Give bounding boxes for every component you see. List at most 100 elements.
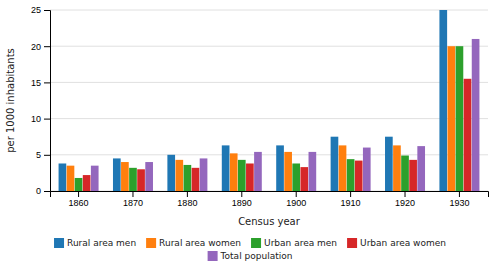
x-axis: 1860 1870 1880 1890 1900 1910 1920 1930 xyxy=(51,191,489,208)
bar xyxy=(331,137,339,191)
legend-label: Urban area women xyxy=(360,238,446,248)
bar xyxy=(129,168,137,191)
bar xyxy=(464,79,472,191)
bar xyxy=(284,152,292,191)
bar xyxy=(83,175,91,191)
y-axis: 0510152025 xyxy=(31,5,51,196)
bar xyxy=(254,152,262,191)
tick-mark xyxy=(44,191,50,192)
y-axis-title: per 1000 inhabitants xyxy=(5,48,16,153)
bar xyxy=(192,168,200,191)
x-tick: 1890 xyxy=(232,191,252,208)
tick-label: 1890 xyxy=(232,198,252,208)
bar xyxy=(246,163,254,191)
tick-mark xyxy=(187,191,188,197)
legend-item: Total population xyxy=(208,251,293,261)
bar xyxy=(309,152,317,191)
bar xyxy=(276,145,284,191)
x-tick: 1920 xyxy=(395,191,415,208)
bar xyxy=(75,178,83,191)
grid xyxy=(50,10,488,191)
bar xyxy=(448,46,456,191)
series xyxy=(75,46,464,191)
legend-swatch xyxy=(208,251,218,261)
legend-item: Rural area women xyxy=(146,238,241,248)
bar xyxy=(200,158,208,191)
tick-mark xyxy=(405,191,406,197)
bar xyxy=(59,163,67,191)
series xyxy=(67,46,456,191)
tick-label: 1900 xyxy=(286,198,306,208)
bar xyxy=(409,160,417,191)
axis-line xyxy=(44,11,51,192)
grid-line xyxy=(50,46,488,47)
series xyxy=(59,10,448,191)
tick-mark xyxy=(44,155,50,156)
legend-swatch xyxy=(146,238,156,248)
bar xyxy=(300,167,308,191)
tick-mark xyxy=(44,46,50,47)
legend-swatch xyxy=(251,238,261,248)
bar xyxy=(472,39,480,191)
tick-label: 5 xyxy=(36,150,41,160)
tick-label: 10 xyxy=(31,114,41,124)
y-tick: 10 xyxy=(31,114,50,124)
bar xyxy=(113,158,121,191)
tick-label: 1880 xyxy=(177,198,197,208)
x-tick: 1900 xyxy=(286,191,306,208)
tick-label: 1910 xyxy=(341,198,361,208)
plot: 1860 1870 1880 1890 1900 1910 1920 1930 0 5 10 15 20… xyxy=(5,5,489,227)
tick-label: 20 xyxy=(31,42,41,52)
bar xyxy=(167,155,175,191)
bar xyxy=(121,162,129,191)
legend: Rural area men Rural area women Urban area… xyxy=(54,238,446,261)
series xyxy=(91,39,480,191)
bar xyxy=(385,137,393,191)
grid-line xyxy=(50,82,488,83)
legend-swatch xyxy=(347,238,357,248)
tick-label: 1870 xyxy=(123,198,143,208)
x-tick: 1910 xyxy=(341,191,361,208)
tick-label: 15 xyxy=(31,78,41,88)
bar xyxy=(401,156,409,191)
y-tick: 15 xyxy=(31,78,50,88)
x-axis-title: Census year xyxy=(238,216,301,227)
legend-item: Rural area men xyxy=(54,238,136,248)
bar xyxy=(184,165,192,191)
bar xyxy=(67,166,75,191)
grid-line xyxy=(50,118,488,119)
tick-mark xyxy=(296,191,297,197)
bar xyxy=(292,163,300,191)
bar xyxy=(175,160,183,191)
bar xyxy=(238,160,246,191)
legend-swatch xyxy=(54,238,64,248)
bar xyxy=(456,46,464,191)
x-tick: 1860 xyxy=(69,191,89,208)
tick-mark xyxy=(241,191,242,197)
bar xyxy=(417,146,425,191)
legend-item: Urban area women xyxy=(347,238,446,248)
legend-label: Rural area men xyxy=(67,238,136,248)
bar xyxy=(145,162,153,191)
axis-line xyxy=(51,192,489,198)
legend-item: Urban area men xyxy=(251,238,337,248)
bar xyxy=(137,169,145,191)
tick-mark xyxy=(459,191,460,197)
y-tick: 5 xyxy=(36,150,50,160)
tick-mark xyxy=(350,191,351,197)
tick-label: 0 xyxy=(36,186,41,196)
bar xyxy=(347,159,355,191)
legend-label: Total population xyxy=(220,251,293,261)
tick-mark xyxy=(44,82,50,83)
grid-line xyxy=(50,10,488,11)
x-tick: 1870 xyxy=(123,191,143,208)
legend-label: Rural area women xyxy=(159,238,241,248)
bar xyxy=(439,10,447,191)
series xyxy=(83,79,472,191)
legend-label: Urban area men xyxy=(264,238,337,248)
x-tick: 1930 xyxy=(449,191,469,208)
x-tick: 1880 xyxy=(177,191,197,208)
bar xyxy=(339,145,347,191)
bar xyxy=(355,161,363,191)
bar xyxy=(222,145,230,191)
